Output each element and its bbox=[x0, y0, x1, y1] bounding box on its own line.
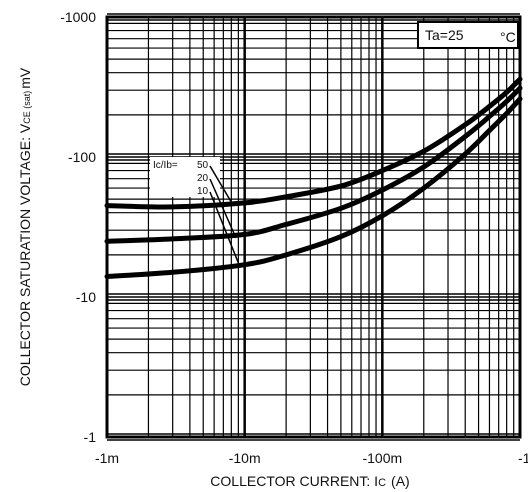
x-tick-label: -1m bbox=[95, 450, 119, 466]
x-axis-label-unit: (A) bbox=[391, 473, 410, 489]
x-tick-labels: -1m -10m -100m -1 bbox=[95, 450, 528, 466]
temperature-annotation: Ta=25 °C bbox=[417, 21, 519, 49]
annotation-label: Ta=25 bbox=[425, 27, 464, 43]
series-tag-backdrop bbox=[150, 157, 220, 197]
minor-gridlines-y bbox=[107, 22, 520, 396]
y-tick-label: -100 bbox=[68, 149, 96, 165]
series-group bbox=[104, 76, 523, 279]
y-axis-label: COLLECTOR SATURATION VOLTAGE: VCE (sat) m… bbox=[17, 67, 33, 386]
y-axis-label-sub: CE (sat) bbox=[22, 91, 32, 124]
series-tag-value-10: 10 bbox=[197, 186, 209, 197]
x-axis-label: COLLECTOR CURRENT: IC (A) bbox=[210, 473, 409, 489]
annotation-box bbox=[417, 21, 519, 49]
x-axis-label-main: COLLECTOR CURRENT: I bbox=[210, 473, 378, 489]
y-tick-label: -1 bbox=[84, 429, 97, 445]
series-line-10 bbox=[104, 96, 523, 279]
series-tag-value-50: 50 bbox=[197, 160, 209, 171]
plot-frame bbox=[105, 15, 522, 439]
annotation-unit: °C bbox=[500, 29, 516, 45]
x-axis-label-sub: C bbox=[378, 477, 386, 489]
series-line-20 bbox=[104, 85, 523, 244]
series-line-50 bbox=[104, 76, 523, 210]
minor-gridlines-x bbox=[147, 17, 515, 437]
y-tick-label: -1000 bbox=[60, 9, 96, 25]
x-tick-label: -10m bbox=[229, 450, 261, 466]
x-tick-label: -100m bbox=[362, 450, 402, 466]
series-tag-leader-50 bbox=[209, 165, 234, 206]
series-tag-value-20: 20 bbox=[197, 173, 209, 184]
x-tick-label: -1 bbox=[518, 450, 528, 466]
y-axis-label-main: COLLECTOR SATURATION VOLTAGE: V bbox=[17, 123, 33, 386]
series-tag: Ic/Ib= 50 20 10 bbox=[150, 157, 241, 268]
y-tick-label: -10 bbox=[76, 289, 96, 305]
series-tag-leader-20 bbox=[209, 178, 237, 239]
y-axis-label-unit: mV bbox=[17, 67, 33, 89]
series-tag-ratio-label: Ic/Ib= bbox=[153, 160, 178, 171]
series-tag-leader-10 bbox=[209, 191, 241, 268]
y-tick-labels: -1 -10 -100 -1000 bbox=[60, 9, 96, 445]
